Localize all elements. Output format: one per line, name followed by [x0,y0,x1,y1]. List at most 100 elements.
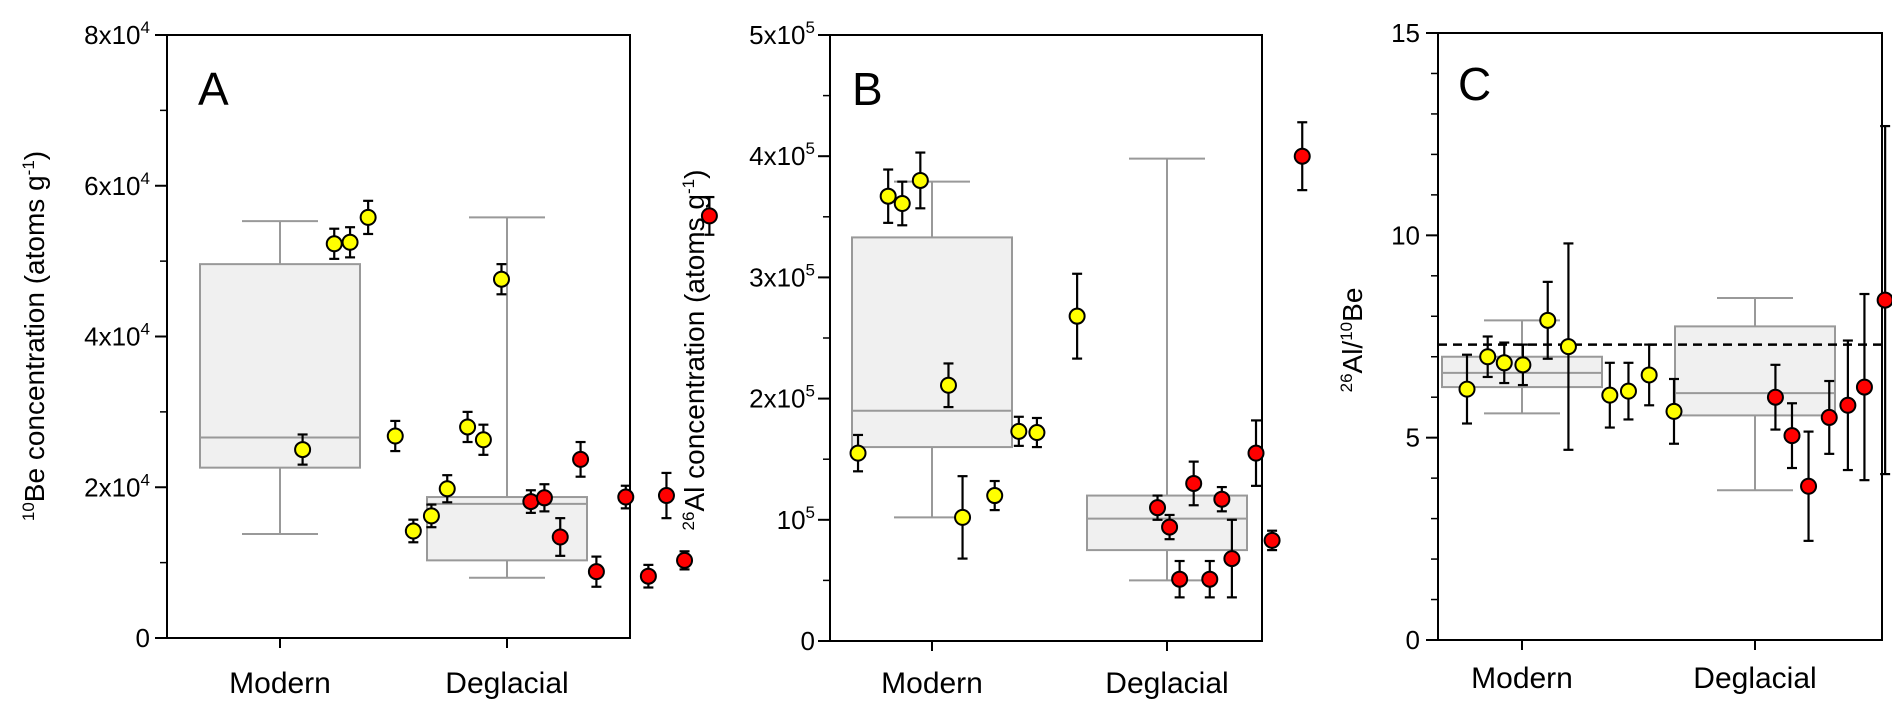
panel-c-deglacial-point [1855,378,1873,396]
panel-b-y-title-end: ) [679,170,710,179]
panel-b-modern-point [1068,307,1086,325]
panel-a-category-modern: Modern [229,667,331,700]
tick-exponent: 4 [141,470,150,489]
panel-c-modern-point [1514,356,1532,374]
tick-exponent: 4 [141,18,150,37]
panel-c-modern-point [1539,311,1557,329]
panel-a-letter: A [198,63,229,115]
panel-a-y-tick-label: 0 [136,623,150,653]
panel-a-modern-point [404,522,422,540]
panel-a-y-axis-title: 10Be concentration (atoms g-1) [19,151,50,521]
panel-a-deglacial-box [426,496,588,562]
tick-exponent: 5 [806,382,815,401]
panel-b-modern-point [1028,424,1046,442]
panel-c-modern-point [1559,338,1577,356]
tick-mantissa: 2x10 [84,472,140,502]
panel-a-modern-point [474,431,492,449]
panel-b-modern-point [879,187,897,205]
panel-b-y-tick-label: 0 [801,626,815,656]
panel-b-category-deglacial: Deglacial [1105,667,1228,700]
panel-b-letter: B [852,63,883,115]
panel-b-modern-box [851,236,1013,449]
panel-c-modern-point [1619,382,1637,400]
tick-mantissa: 2x10 [749,384,805,414]
tick-exponent: 5 [806,139,815,158]
panel-b-y-axis-title: 26Al concentration (atoms g-1) [679,170,710,531]
panel-c-deglacial-point [1766,388,1784,406]
panel-c-modern-point [1495,354,1513,372]
panel-c-y-tick-label: 15 [1391,18,1420,48]
panel-a-modern-point [492,270,510,288]
panel-a-y-tick-label: 4x104 [84,320,150,352]
panel-b-deglacial-point [1293,147,1311,165]
panel-a-y-title-end: ) [19,151,50,160]
panel-c-y-tick-label: 10 [1391,220,1420,250]
panel-b-modern-point [1010,422,1028,440]
panel-b-deglacial-point [1263,531,1281,549]
panel-c-y-title-end: Be [1337,288,1368,322]
panel-c-modern-point [1479,348,1497,366]
panel-b-y-title-base: Al concentration (atoms g [679,194,710,512]
panel-a-y-title-base: Be concentration (atoms g [19,175,50,502]
panel-b-deglacial-point [1201,570,1219,588]
panel-a-y-tick-label: 2x104 [84,470,150,502]
panel-c-deglacial-point [1839,396,1857,414]
panel-a-y-tick-label: 6x104 [84,169,150,201]
panel-a-deglacial-point [639,567,657,585]
panel-a-modern-point [341,233,359,251]
tick-exponent: 5 [806,260,815,279]
panel-a-category-deglacial: Deglacial [445,667,568,700]
panel-b-y-title-sup2: -1 [679,179,698,194]
tick-exponent: 5 [806,503,815,522]
panel-c-y-title-sup2: 10 [1337,322,1356,341]
panel-a-deglacial-point [700,207,718,225]
panel-a-y-tick-label: 8x104 [84,18,150,50]
panel-a-y-title-sup: 10 [19,502,38,521]
panel-c-deglacial-point [1783,427,1801,445]
tick-mantissa: 4x10 [749,141,805,171]
panel-c-category-modern: Modern [1471,662,1573,695]
tick-exponent: 5 [806,18,815,37]
tick-mantissa: 10 [777,505,806,535]
panel-b-modern-point [911,171,929,189]
panel-c-modern-point [1601,386,1619,404]
panel-c-deglacial-box [1674,325,1836,417]
panel-b-deglacial-point [1149,499,1167,517]
panel-a-modern-point [325,235,343,253]
panel-b-deglacial-point [1171,570,1189,588]
panel-c-letter: C [1458,58,1491,110]
panel-c-deglacial-point [1820,408,1838,426]
panel-a-deglacial-point [535,489,553,507]
panel-b-deglacial-point [1213,490,1231,508]
panel-a-y-title-sup2: -1 [19,160,38,175]
panel-a-modern-box [199,263,361,469]
panel-b-y-tick-label: 5x105 [749,18,815,50]
panel-a-modern-point [294,441,312,459]
panel-c-deglacial-point [1800,477,1818,495]
panel-c-y-tick-label: 5 [1406,423,1420,453]
panel-c-y-tick-label: 0 [1406,625,1420,655]
panel-a-modern-point [438,480,456,498]
panel-c-category-deglacial: Deglacial [1693,662,1816,695]
tick-mantissa: 3x10 [749,262,805,292]
panel-a-modern-point [359,208,377,226]
panel-a-deglacial-point [676,551,694,569]
panel-b-modern-point [954,508,972,526]
panel-b-deglacial-point [1185,474,1203,492]
panel-c-frame [1437,32,1883,641]
panel-b-deglacial-point [1223,550,1241,568]
tick-exponent: 4 [141,320,150,339]
panel-a-deglacial-point [587,563,605,581]
panel-a-modern-point [422,507,440,525]
panel-b-modern-point [986,487,1004,505]
panel-b-deglacial-point [1247,444,1265,462]
panel-c-modern-point [1665,402,1683,420]
panel-b-y-tick-label: 2x105 [749,382,815,414]
panel-c-y-title-sup: 26 [1337,373,1356,392]
